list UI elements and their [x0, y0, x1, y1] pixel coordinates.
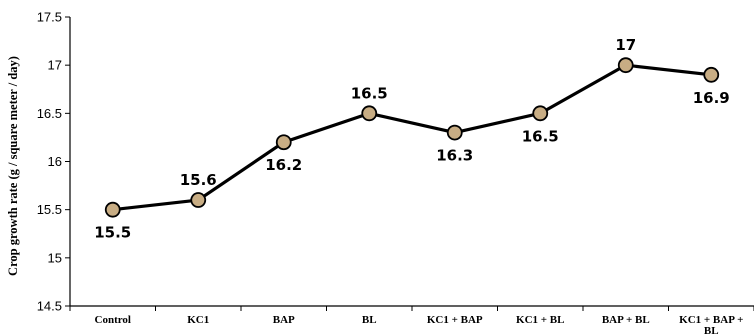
data-label: 16.3: [436, 147, 473, 165]
y-tick-label: 16.5: [37, 106, 62, 121]
data-point: [533, 106, 547, 120]
y-tick-label: 14.5: [37, 299, 62, 314]
x-tick-label: KC1 + BL: [516, 314, 564, 326]
data-point: [362, 106, 376, 120]
x-tick-label: BAP + BL: [602, 314, 650, 326]
x-tick-label: BL: [362, 314, 377, 326]
data-point: [277, 135, 291, 149]
y-tick-label: 15.5: [37, 202, 62, 217]
x-tick-label: BAP: [273, 314, 295, 326]
x-tick-label: KC1 + BAP + BL: [679, 314, 743, 335]
y-tick-label: 15: [48, 250, 62, 265]
data-point: [106, 203, 120, 217]
data-point: [704, 68, 718, 82]
y-ticks: 14.5 15 15.5 16 16.5 17 17.5: [37, 10, 70, 314]
data-points: [106, 58, 719, 217]
y-tick-label: 17: [48, 58, 62, 73]
data-point: [619, 58, 633, 72]
x-tick-label: KC1 + BAP: [427, 314, 483, 326]
data-label: 16.5: [522, 127, 559, 145]
data-point: [448, 126, 462, 140]
data-label: 16.2: [265, 156, 302, 174]
data-label: 17: [615, 36, 636, 54]
x-tick-label: Control: [95, 314, 131, 326]
data-point: [191, 193, 205, 207]
data-label: 16.9: [693, 89, 730, 107]
x-tick-label: KC1: [187, 314, 209, 326]
y-tick-label: 16: [48, 154, 62, 169]
data-label: 15.6: [180, 171, 217, 189]
y-axis-label: Crop growth rate (g / square meter / day…: [6, 56, 20, 276]
x-ticks: Control KC1 BAP BL KC1 + BAP KC1 + BL BAP + BL…: [70, 306, 754, 335]
data-label: 16.5: [351, 84, 388, 102]
y-tick-label: 17.5: [37, 10, 62, 25]
data-label: 15.5: [94, 224, 131, 242]
